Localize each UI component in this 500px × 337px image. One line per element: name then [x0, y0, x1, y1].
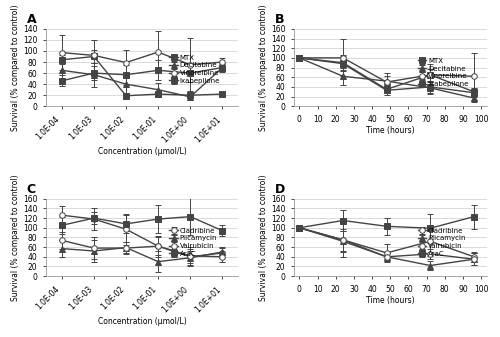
Legend: MTX, Decitabine, Vinorelbine, Ixabepilone: MTX, Decitabine, Vinorelbine, Ixabepilon… [417, 57, 469, 88]
Y-axis label: Survival (% compared to control): Survival (% compared to control) [11, 174, 20, 301]
Legend: MTX, Decitabine, Vinorelbine, Ixabepilone: MTX, Decitabine, Vinorelbine, Ixabepilon… [168, 54, 221, 85]
Y-axis label: Survival (% compared to control): Survival (% compared to control) [260, 174, 268, 301]
Legend: Cladribine, Plicamycin, Valrubicin, AraC: Cladribine, Plicamycin, Valrubicin, AraC [168, 227, 218, 257]
Text: B: B [274, 13, 284, 26]
Y-axis label: Survival (% compared to control): Survival (% compared to control) [11, 4, 20, 131]
Text: D: D [274, 183, 285, 195]
X-axis label: Time (hours): Time (hours) [366, 296, 414, 305]
X-axis label: Time (hours): Time (hours) [366, 126, 414, 135]
Text: A: A [26, 13, 36, 26]
Y-axis label: Survival (% compared to control): Survival (% compared to control) [260, 4, 268, 131]
X-axis label: Concentration (μmol/L): Concentration (μmol/L) [98, 317, 186, 326]
Legend: Cladribine, Plicamycin, Valrubicin, AraC: Cladribine, Plicamycin, Valrubicin, AraC [417, 227, 466, 257]
Text: C: C [26, 183, 36, 195]
X-axis label: Concentration (μmol/L): Concentration (μmol/L) [98, 147, 186, 156]
